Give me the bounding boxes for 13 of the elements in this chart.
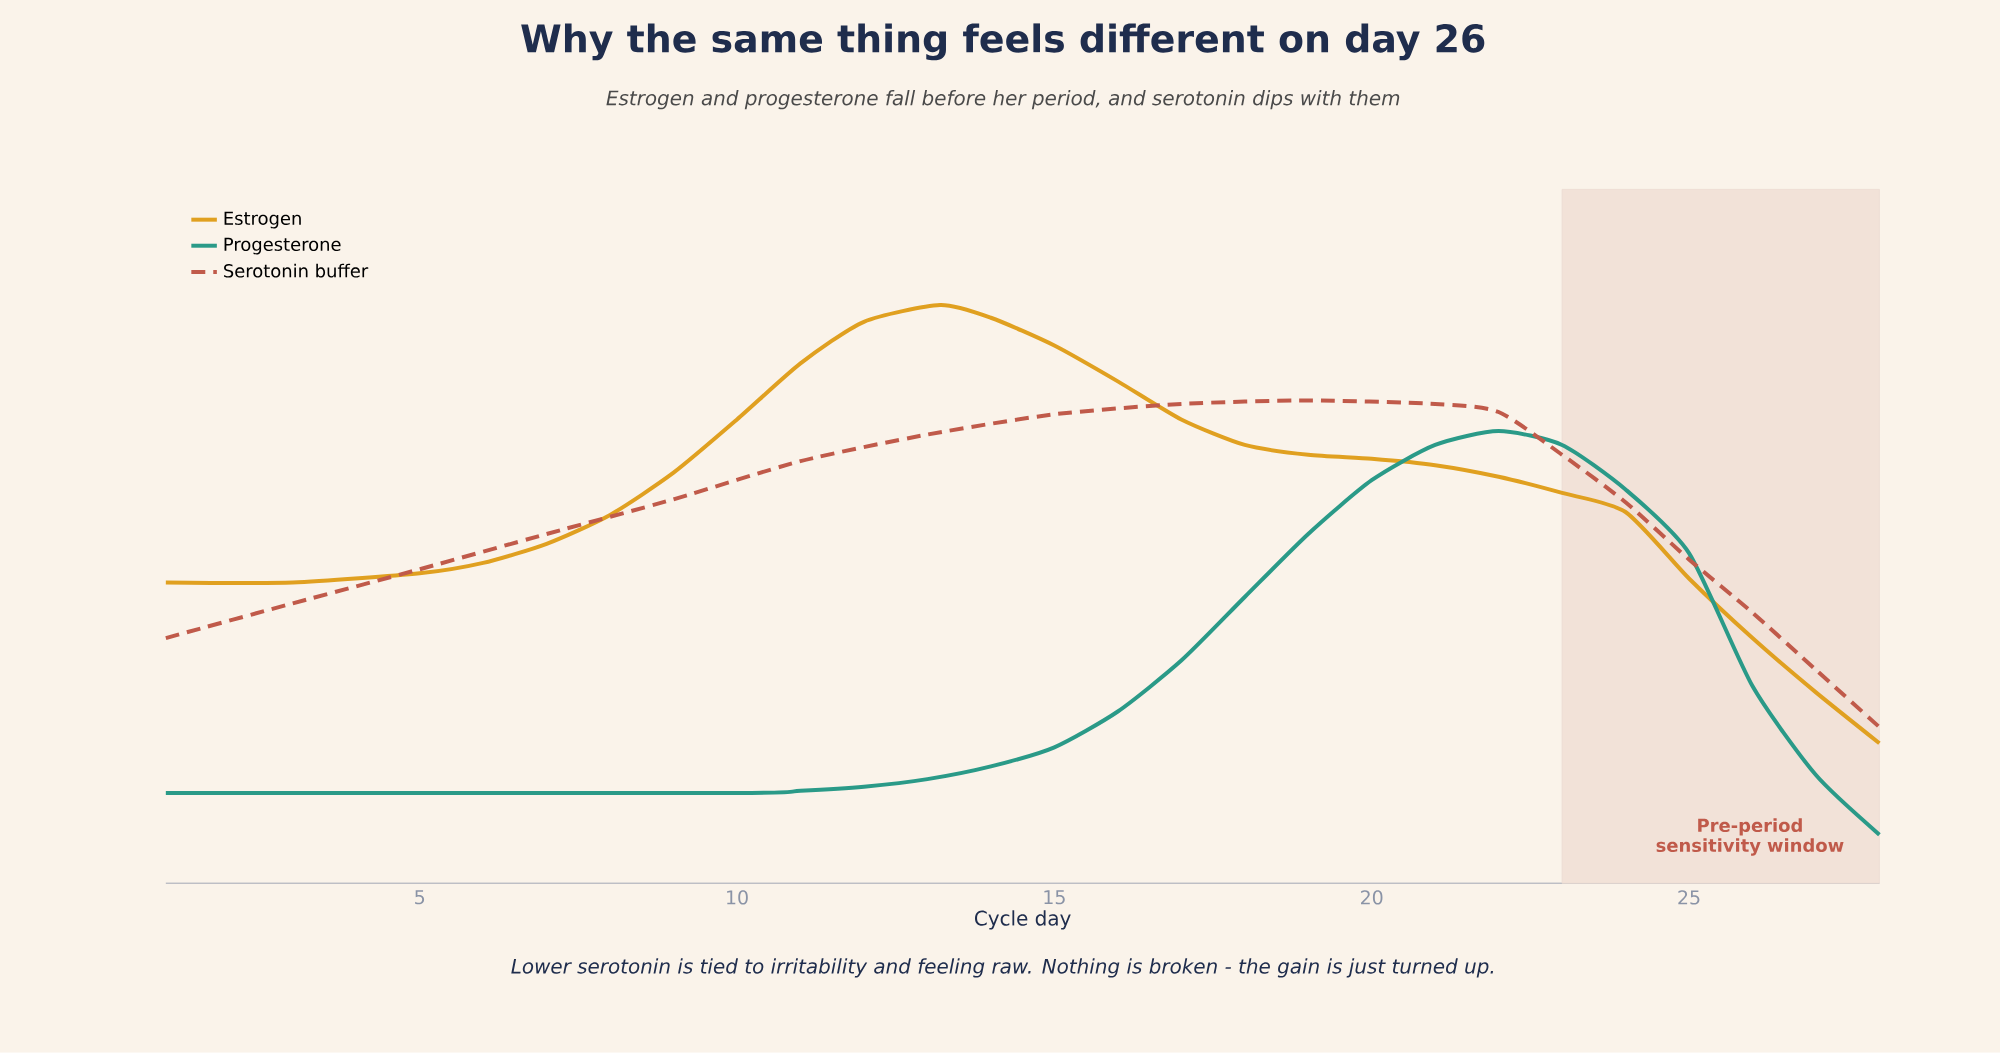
x-tick-label: 5 [415,890,425,905]
chart-subtitle: Estrogen and progesterone fall before her period, and serotonin dips with them [606,90,1400,110]
x-axis-title: Cycle day [974,910,1071,930]
legend-label: Estrogen [224,211,301,229]
x-tick-label: 10 [727,890,748,905]
text: Lower serotonin is tied to irritability and feeling raw. Nothing is broken - the gain is just turned up. [511,958,1494,978]
band-label: Pre-period sensitivity window [1656,818,1844,856]
legend-label: Serotonin buffer [224,263,369,278]
x-tick-label: 15 [1044,890,1065,905]
legend-label: Progesterone [224,237,341,255]
x-tick-label: 25 [1678,890,1700,905]
x-tick-label: 20 [1361,890,1383,905]
chart-title: Why the same thing feels different on day 26 [521,23,1485,61]
